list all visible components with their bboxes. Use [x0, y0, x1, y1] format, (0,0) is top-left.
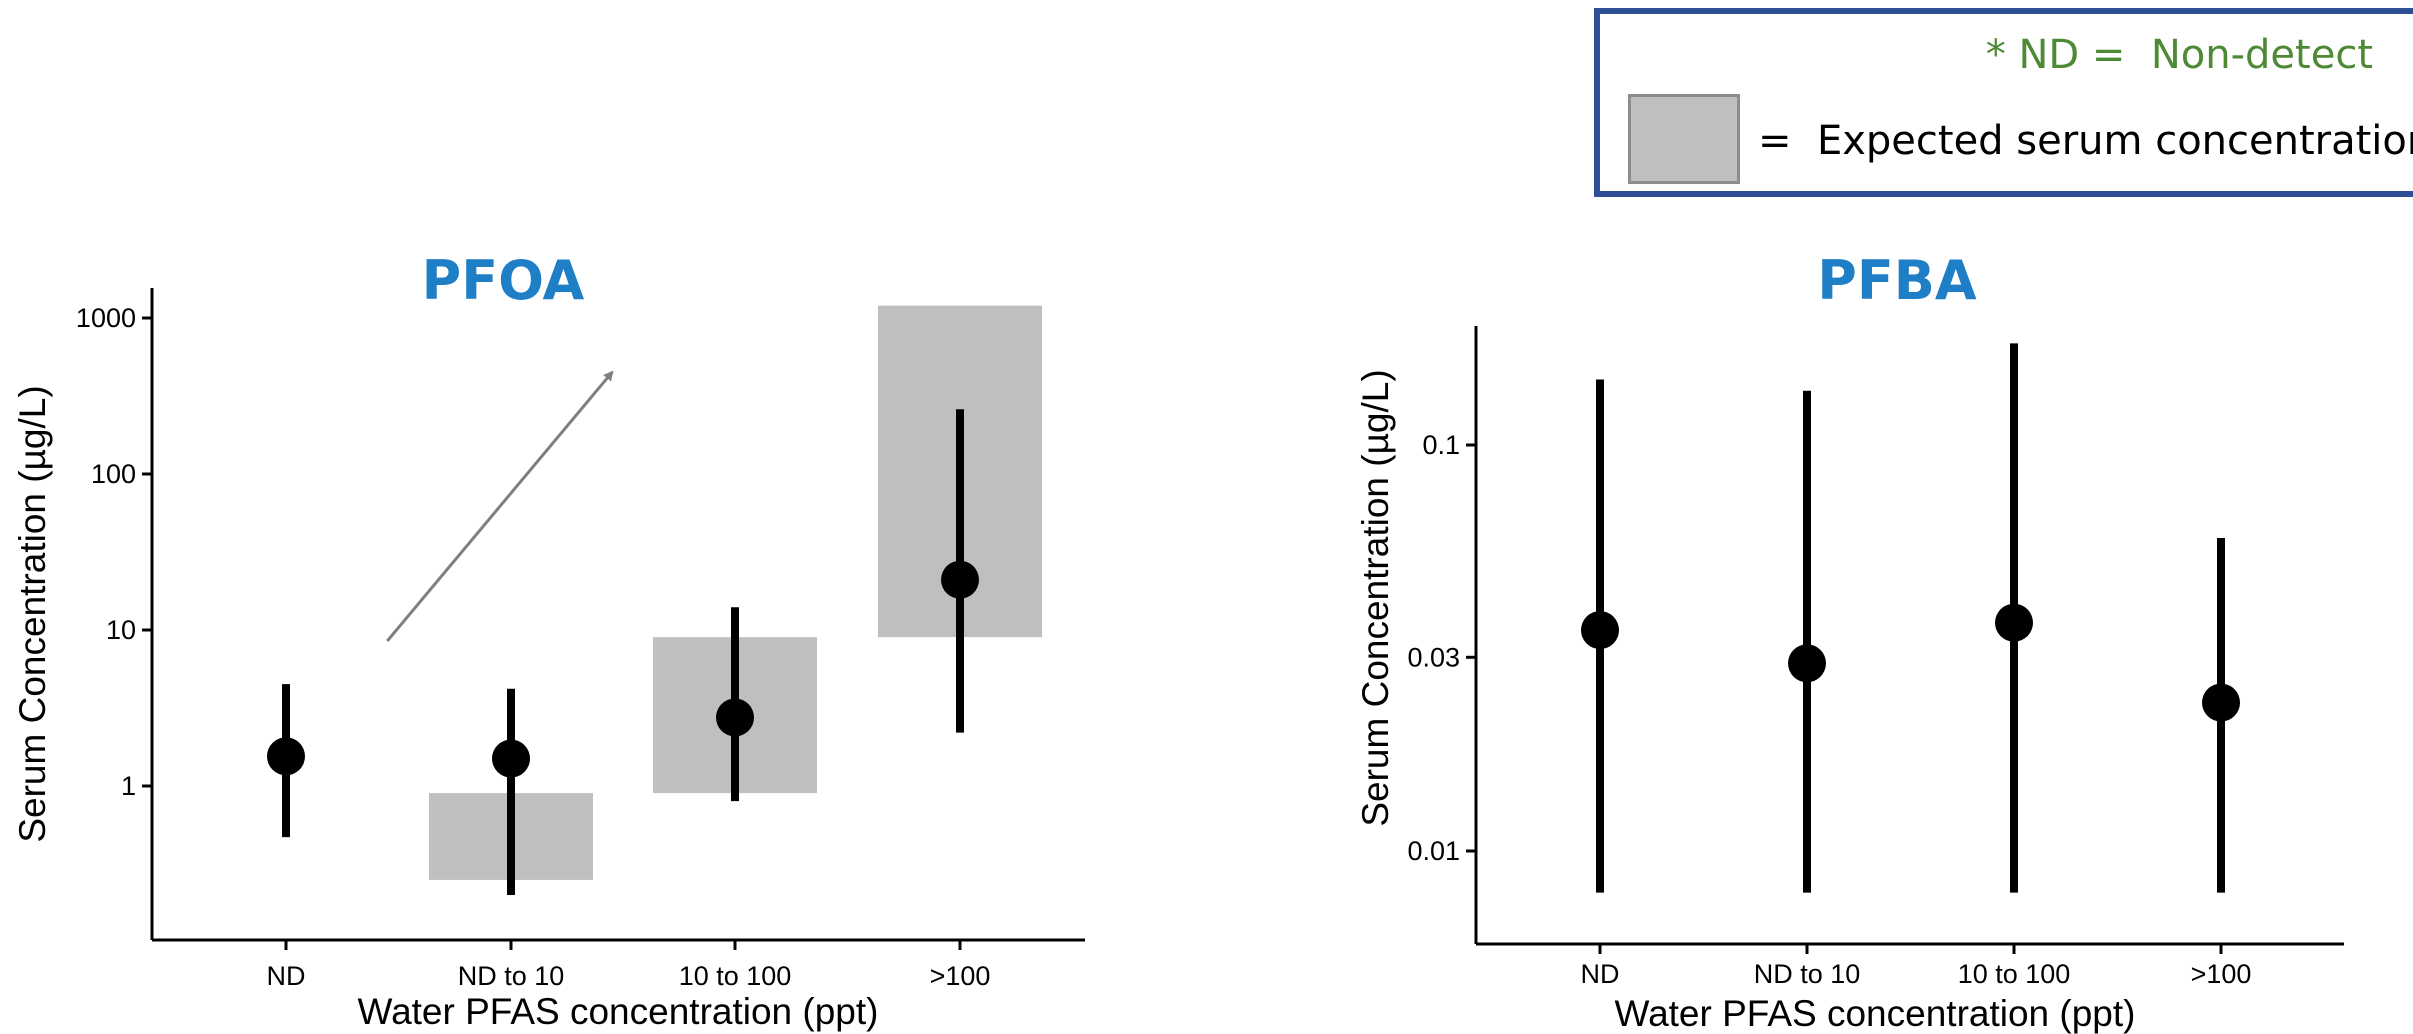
pfba-point-1 — [1788, 644, 1826, 683]
pfba-y-tick-label-1: 0.03 — [1407, 642, 1460, 672]
legend-expected-swatch — [1628, 94, 1740, 184]
pfoa-y-axis-label: Serum Concentration (µg/L) — [12, 385, 53, 842]
pfoa-y-tick-label-1: 10 — [106, 615, 136, 645]
pfoa-y-tick-label-2: 100 — [91, 459, 136, 489]
pfoa-x-ticks: ND ND to 10 10 to 100 >100 — [267, 940, 991, 991]
pfoa-error-bars — [282, 409, 964, 896]
pfoa-point-2 — [716, 698, 754, 737]
pfba-x-tick-label-2: 10 to 100 — [1958, 959, 2071, 989]
pfoa-y-tick-label-3: 1000 — [76, 303, 136, 333]
pfba-point-0 — [1581, 611, 1619, 650]
pfba-x-tick-label-3: >100 — [2191, 959, 2252, 989]
legend-nondetect-note: * ND = Non-detect — [1985, 32, 2373, 78]
pfba-x-axis-label: Water PFAS concentration (ppt) — [1615, 993, 2136, 1034]
pfoa-x-axis-label: Water PFAS concentration (ppt) — [358, 991, 879, 1032]
pfba-panel: PFBA 0.01 0.03 0.1 ND ND to 10 10 to 100 >100… — [1355, 249, 2344, 1034]
pfba-x-ticks: ND ND to 10 10 to 100 >100 — [1581, 944, 2252, 989]
pfoa-trend-arrow-line — [386, 370, 614, 642]
pfba-y-axis-label: Serum Concentration (µg/L) — [1355, 369, 1396, 826]
pfoa-point-0 — [267, 737, 305, 776]
pfoa-x-tick-label-2: 10 to 100 — [679, 961, 792, 991]
pfoa-y-ticks: 1 10 100 1000 — [76, 303, 152, 801]
pfba-y-ticks: 0.01 0.03 0.1 — [1407, 430, 1476, 866]
pfoa-title: PFOA — [422, 249, 585, 312]
pfoa-y-tick-label-0: 1 — [121, 771, 136, 801]
legend-box: * ND = Non-detect = Expected serum conce… — [1594, 8, 2413, 197]
pfoa-x-tick-label-0: ND — [267, 961, 306, 991]
pfba-point-2 — [1995, 603, 2033, 642]
pfoa-x-tick-label-1: ND to 10 — [458, 961, 565, 991]
pfba-points — [1581, 603, 2240, 722]
pfba-x-tick-label-0: ND — [1581, 959, 1620, 989]
pfoa-point-1 — [492, 739, 530, 778]
pfoa-points — [267, 560, 979, 778]
pfba-y-tick-label-2: 0.1 — [1422, 430, 1460, 460]
pfoa-x-tick-label-3: >100 — [930, 961, 991, 991]
pfba-x-tick-label-1: ND to 10 — [1754, 959, 1861, 989]
pfoa-trend-arrow — [386, 370, 614, 642]
pfoa-point-3 — [941, 560, 979, 599]
pfba-point-3 — [2202, 683, 2240, 722]
pfba-title: PFBA — [1817, 249, 1977, 312]
legend-expected-label: = Expected serum concentration — [1758, 118, 2413, 164]
pfba-y-tick-label-0: 0.01 — [1407, 836, 1460, 866]
pfba-error-bars — [1596, 343, 2225, 893]
